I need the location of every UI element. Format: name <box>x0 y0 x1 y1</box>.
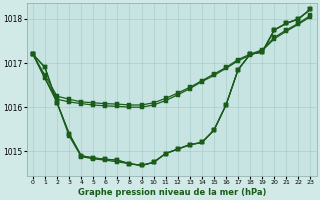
X-axis label: Graphe pression niveau de la mer (hPa): Graphe pression niveau de la mer (hPa) <box>77 188 266 197</box>
